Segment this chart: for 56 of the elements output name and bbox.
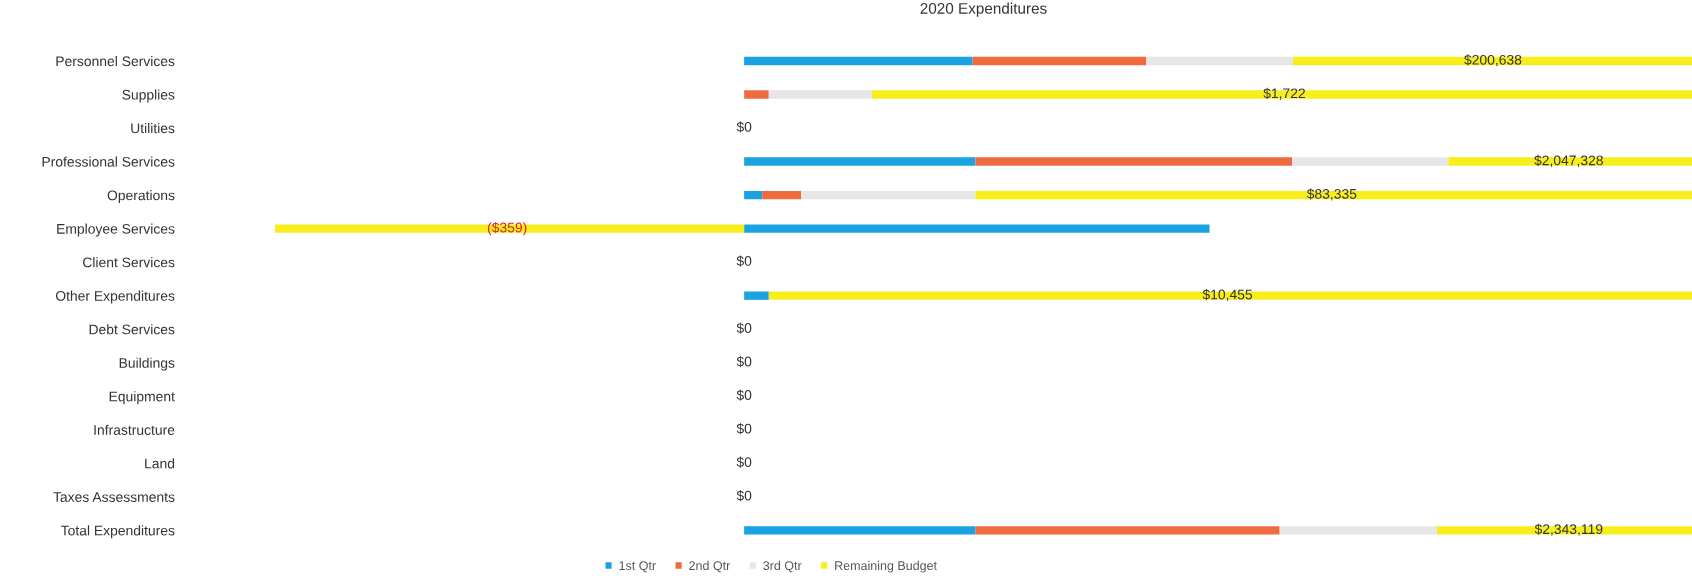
bar [744,224,1210,233]
y-tick-label: Personnel Services [56,55,175,67]
annotation: $2,343,119 [1534,523,1603,536]
bar [1448,157,1692,166]
bar [744,526,976,535]
bar [1292,56,1692,66]
y-tick-label: Equipment [109,391,175,405]
annotation: $0 [736,423,752,435]
y-tick-label: Debt Services [89,324,175,335]
y-tick-label: Land [145,458,175,469]
bar [762,190,802,200]
bar [744,190,763,200]
y-tick-label: Employee Services [57,223,175,237]
bar [872,90,1692,99]
annotation: $1,722 [1263,87,1305,100]
bar [744,291,769,300]
annotation: $2,047,328 [1534,154,1603,167]
annotation: ($359) [487,222,527,236]
y-tick-label: Infrastructure [94,424,175,435]
bar [768,90,873,99]
bar [975,190,1692,200]
bar [1146,56,1293,66]
legend-label: Remaining Budget [835,560,937,573]
annotation: $0 [736,356,752,368]
bar [975,157,1292,166]
bar [972,56,1147,66]
annotation: $0 [736,121,752,133]
annotation: $10,455 [1202,288,1253,302]
y-tick-label: Professional Services [42,156,175,167]
bar [1279,526,1438,535]
annotation: $200,638 [1464,54,1522,67]
bar [744,157,976,166]
annotation: $83,335 [1306,188,1357,201]
annotation: $0 [736,322,752,334]
chart-title: 2020 Expenditures [920,2,1047,17]
y-tick-label: Total Expenditures [61,525,175,539]
annotation: $0 [736,490,752,502]
y-tick-label: Taxes Assessments [53,492,175,502]
y-tick-label: Other Expenditures [55,290,175,304]
legend-label: 3rd Qtr [763,560,802,573]
bar [1292,157,1449,166]
y-tick-label: Supplies [122,89,175,103]
y-tick-label: Client Services [83,257,175,268]
annotation: $0 [736,389,752,401]
bar [744,56,973,66]
y-tick-label: Utilities [131,123,175,134]
legend-label: 1st Qtr [619,561,656,573]
y-tick-label: Operations [107,190,175,203]
annotation: $0 [736,456,752,468]
annotation: $0 [736,255,752,267]
legend-label: 2nd Qtr [689,560,731,573]
bar [768,291,1692,300]
bar [975,526,1280,535]
y-tick-label: Buildings [119,357,175,371]
bar [744,90,769,99]
bar [801,190,976,200]
